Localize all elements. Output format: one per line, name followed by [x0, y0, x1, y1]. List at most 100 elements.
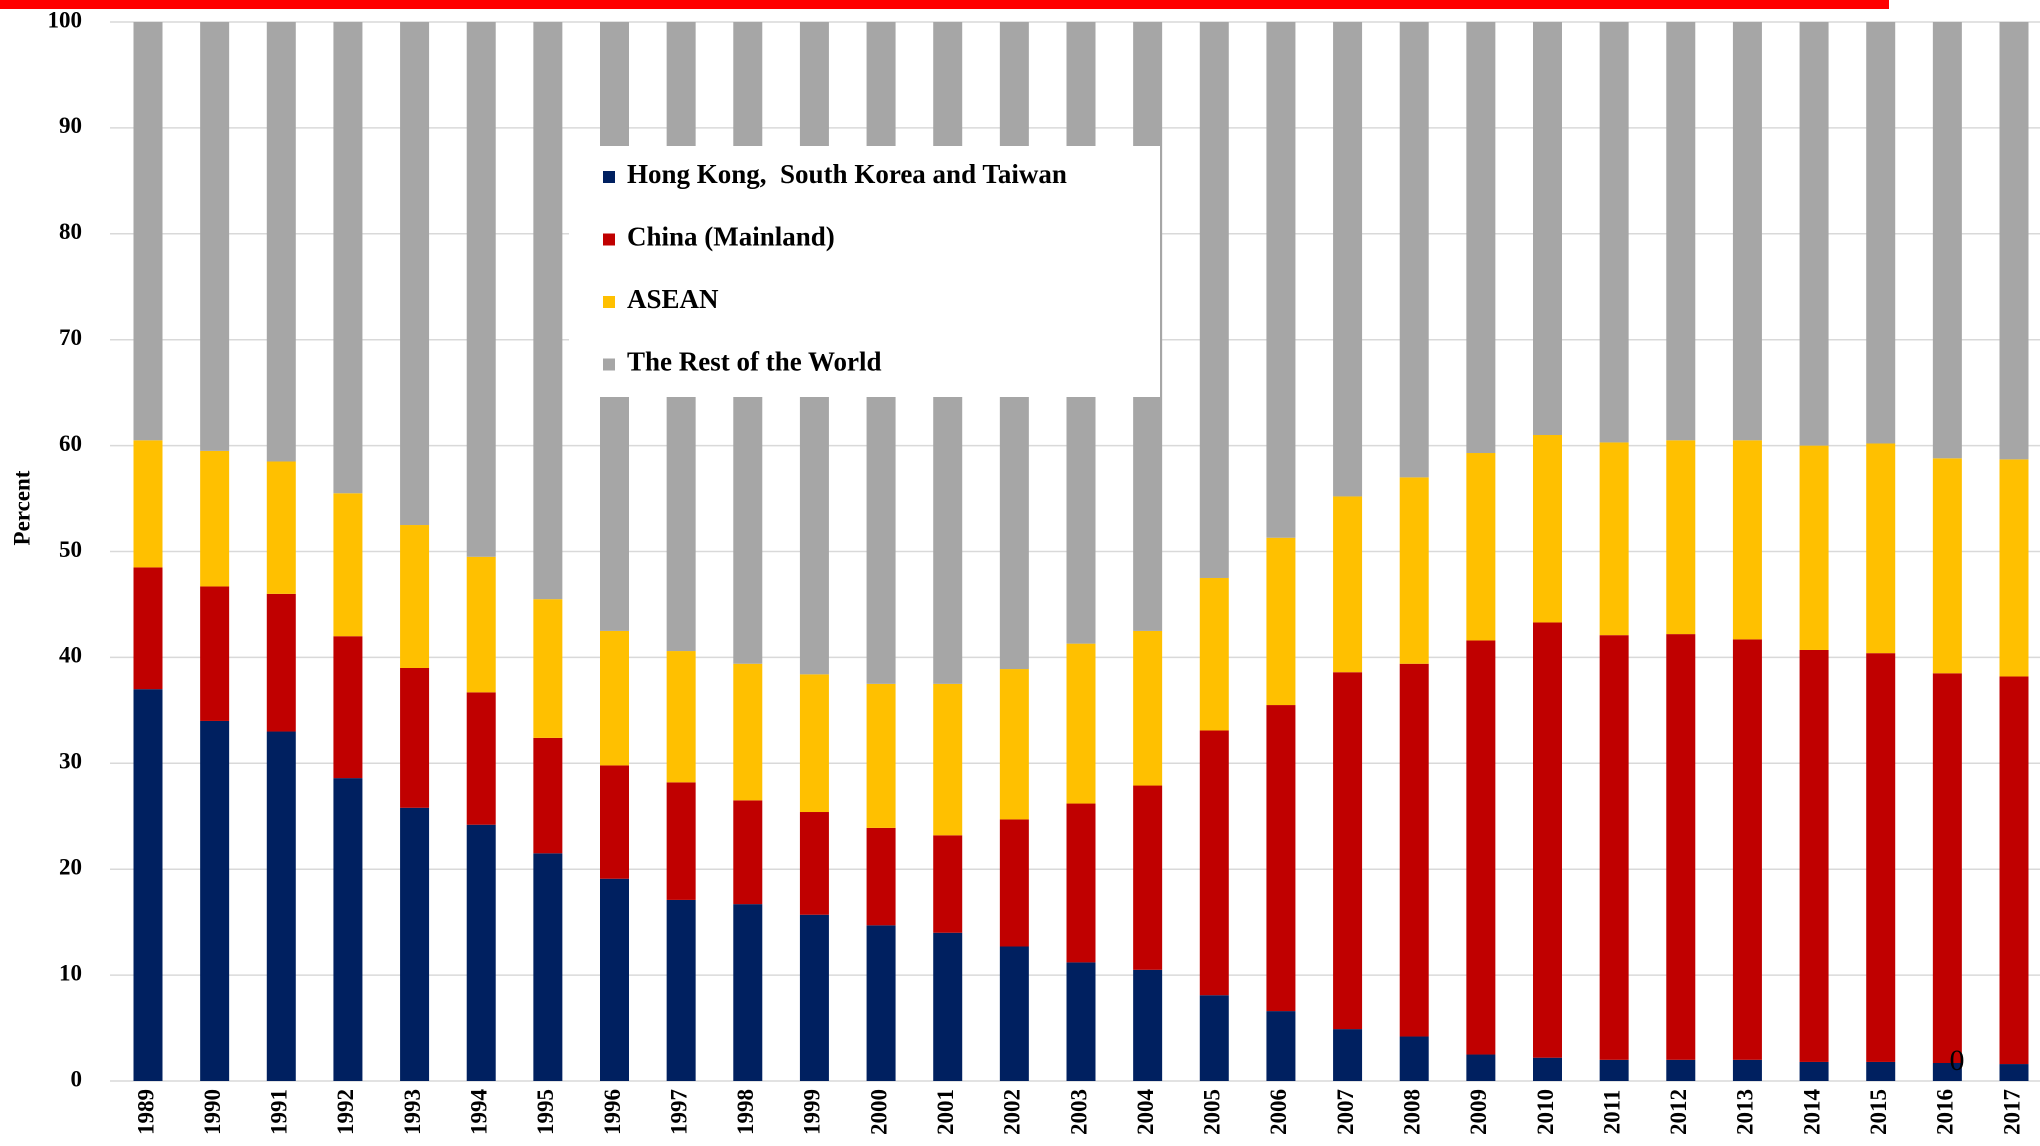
- y-tick-label: 90: [59, 113, 82, 138]
- x-tick-label: 1989: [133, 1089, 158, 1135]
- bar-segment: [1599, 442, 1629, 636]
- bar-segment: [133, 22, 163, 441]
- x-tick-label: 2014: [1799, 1089, 1824, 1136]
- bar-segment: [333, 22, 363, 494]
- bar-segment: [1732, 639, 1762, 1060]
- x-tick-label: 2011: [1599, 1090, 1624, 1135]
- bar-segment: [466, 22, 496, 557]
- bar-segment: [1932, 673, 1962, 1063]
- bar-segment: [1599, 22, 1629, 443]
- bar-segment: [1533, 1057, 1562, 1081]
- bar-segment: [1732, 1059, 1762, 1081]
- bar-segment: [266, 22, 296, 462]
- x-tick-label: 1995: [533, 1089, 558, 1135]
- x-tick-label: 2006: [1266, 1089, 1291, 1135]
- bar-segment: [666, 899, 696, 1081]
- bar-segment: [200, 720, 230, 1081]
- x-tick-label: 1994: [466, 1089, 491, 1136]
- bar-segment: [533, 737, 563, 854]
- bar-segment: [1266, 705, 1296, 1012]
- bar-segment: [1399, 22, 1429, 478]
- y-tick-label: 20: [59, 854, 82, 879]
- y-tick-label: 40: [59, 643, 82, 668]
- x-tick-label: 1998: [733, 1089, 758, 1135]
- bar-segment: [1199, 995, 1229, 1081]
- bar-segment: [133, 689, 163, 1081]
- bar-segment: [1333, 672, 1363, 1030]
- bar-segment: [200, 450, 230, 587]
- bar-segment: [1199, 730, 1229, 996]
- bar-segment: [999, 946, 1029, 1081]
- bar-segment: [1799, 1061, 1829, 1081]
- bar-segment: [1466, 1054, 1496, 1081]
- bar-segment: [400, 22, 430, 526]
- x-tick-label: 2008: [1399, 1089, 1424, 1135]
- bar-segment: [400, 667, 430, 808]
- bar-segment: [1466, 22, 1496, 454]
- bar-segment: [1999, 1064, 2029, 1081]
- bar-segment: [1732, 22, 1762, 441]
- bar-segment: [466, 824, 496, 1081]
- bar-segment: [1866, 22, 1896, 444]
- x-tick-label: 2009: [1466, 1089, 1491, 1135]
- bar-segment: [1133, 785, 1163, 970]
- legend-swatch: [603, 233, 615, 246]
- bar-segment: [1466, 640, 1496, 1055]
- bar-segment: [1666, 1059, 1696, 1081]
- bar-segment: [866, 683, 896, 828]
- bar-segment: [1533, 22, 1562, 436]
- x-tick-label: 2003: [1066, 1089, 1091, 1135]
- bar-segment: [133, 567, 163, 690]
- x-tick-label: 1993: [400, 1089, 425, 1135]
- bar-segment: [600, 630, 629, 766]
- x-tick-label: 2015: [1866, 1089, 1891, 1135]
- bar-segment: [466, 556, 496, 693]
- bar-segment: [666, 782, 696, 900]
- bar-segment: [133, 440, 163, 568]
- bar-segment: [1999, 459, 2029, 677]
- bar-segment: [1533, 622, 1562, 1058]
- x-tick-label: 2005: [1200, 1089, 1225, 1135]
- bar-segment: [866, 827, 896, 926]
- bar-segment: [1666, 22, 1696, 441]
- bar-segment: [266, 593, 296, 732]
- x-tick-label: 2002: [1000, 1089, 1025, 1135]
- bar-segment: [1399, 477, 1429, 664]
- bar-segment: [1533, 435, 1562, 623]
- bar-segment: [999, 669, 1029, 820]
- bar-segment: [1399, 663, 1429, 1037]
- bar-segment: [533, 853, 563, 1081]
- legend-label: Hong Kong, South Korea and Taiwan: [627, 159, 1067, 189]
- bar-segment: [1133, 630, 1163, 786]
- bar-segment: [1666, 440, 1696, 635]
- legend-label: ASEAN: [627, 284, 719, 314]
- bar-segment: [533, 599, 563, 738]
- y-tick-label: 30: [59, 749, 82, 774]
- bar-segment: [1866, 1061, 1896, 1081]
- bar-segment: [333, 778, 363, 1081]
- x-tick-label: 2007: [1333, 1089, 1358, 1135]
- bar-segment: [1666, 634, 1696, 1060]
- y-tick-label: 50: [59, 537, 82, 562]
- bar-segment: [933, 835, 963, 933]
- bar-segment: [1799, 649, 1829, 1062]
- bar-segment: [600, 878, 629, 1081]
- bar-segment: [1866, 653, 1896, 1062]
- bar-segment: [1932, 22, 1962, 459]
- bar-segment: [400, 525, 430, 668]
- bar-segment: [1399, 1036, 1429, 1081]
- x-tick-label: 2016: [1933, 1089, 1958, 1135]
- legend-label: The Rest of the World: [627, 347, 882, 377]
- x-tick-label: 2010: [1533, 1089, 1558, 1135]
- bar-segment: [200, 586, 230, 721]
- bar-segment: [600, 765, 629, 879]
- x-tick-label: 2001: [933, 1089, 958, 1135]
- y-tick-label: 80: [59, 219, 82, 244]
- x-tick-label: 2000: [866, 1089, 891, 1135]
- bar-segment: [799, 674, 829, 813]
- bar-segment: [1266, 22, 1296, 538]
- y-axis-label: Percent: [9, 470, 34, 545]
- bar-segment: [1333, 496, 1363, 673]
- bar-segment: [1466, 453, 1496, 641]
